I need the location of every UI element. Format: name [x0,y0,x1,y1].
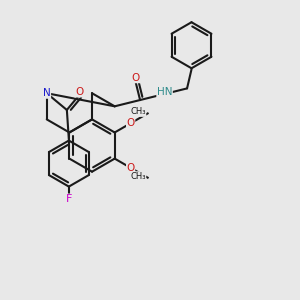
Text: CH₃: CH₃ [130,107,146,116]
Text: O: O [132,73,140,83]
Text: CH₃: CH₃ [130,172,146,181]
Text: HN: HN [157,87,172,97]
Text: N: N [43,88,51,98]
Text: O: O [127,118,135,128]
Text: F: F [66,194,72,204]
Text: O: O [75,87,83,97]
Text: O: O [127,163,135,173]
